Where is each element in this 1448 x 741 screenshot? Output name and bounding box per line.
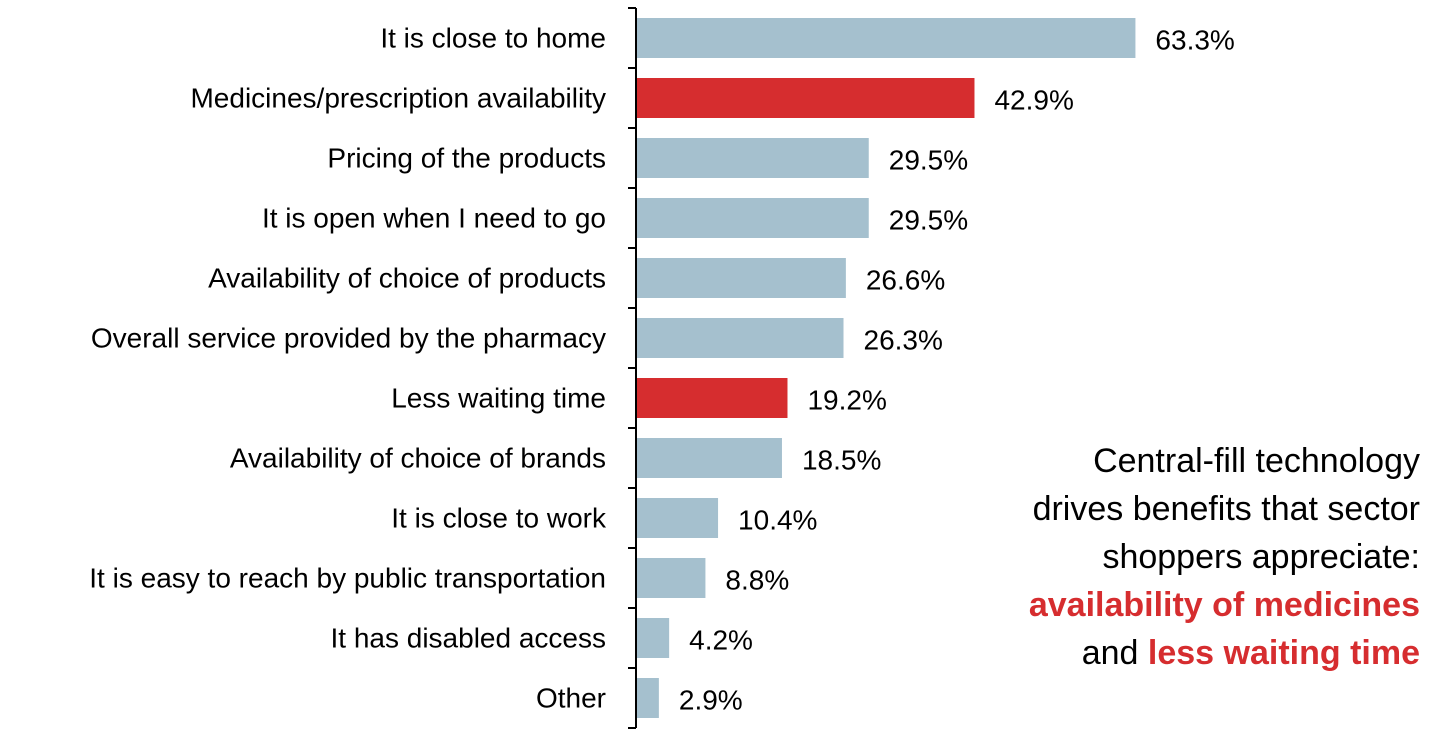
value-label-other: 2.9%	[679, 685, 743, 716]
category-label-it-is-open-when-i-need-to-go: It is open when I need to go	[262, 203, 606, 234]
bar-it-is-close-to-home	[636, 18, 1136, 58]
bar-availability-of-choice-of-products	[636, 258, 846, 298]
bar-it-is-close-to-work	[636, 498, 719, 538]
annotation-highlight-medicines: availability of medicines	[1028, 586, 1420, 624]
category-label-pricing-of-the-products: Pricing of the products	[327, 143, 606, 174]
bars-group	[636, 18, 1136, 718]
annotation-line-2: drives benefits that sector	[1032, 490, 1420, 528]
value-label-it-is-easy-to-reach-by-public-transportation: 8.8%	[725, 565, 789, 596]
value-label-pricing-of-the-products: 29.5%	[889, 145, 968, 176]
category-label-it-is-close-to-home: It is close to home	[380, 23, 606, 54]
value-label-it-is-open-when-i-need-to-go: 29.5%	[889, 205, 968, 236]
annotation-text: Central-fill technology drives benefits …	[950, 437, 1420, 677]
category-label-less-waiting-time: Less waiting time	[391, 383, 606, 414]
bar-pricing-of-the-products	[636, 138, 869, 178]
category-label-other: Other	[536, 683, 606, 714]
category-label-it-has-disabled-access: It has disabled access	[331, 623, 607, 654]
category-label-it-is-easy-to-reach-by-public-transportation: It is easy to reach by public transporta…	[89, 563, 606, 594]
category-label-it-is-close-to-work: It is close to work	[391, 503, 607, 534]
bar-other	[636, 678, 659, 718]
y-axis	[628, 7, 637, 729]
value-label-availability-of-choice-of-brands: 18.5%	[802, 445, 881, 476]
annotation-line-1: Central-fill technology	[1093, 442, 1420, 480]
value-label-medicines-prescription-availability: 42.9%	[994, 85, 1073, 116]
value-label-availability-of-choice-of-products: 26.6%	[866, 265, 945, 296]
bar-overall-service-provided-by-the-pharmacy	[636, 318, 844, 358]
category-label-availability-of-choice-of-brands: Availability of choice of brands	[230, 443, 606, 474]
value-label-less-waiting-time: 19.2%	[807, 385, 886, 416]
value-label-it-is-close-to-work: 10.4%	[738, 505, 817, 536]
value-label-it-has-disabled-access: 4.2%	[689, 625, 753, 656]
bar-it-has-disabled-access	[636, 618, 670, 658]
category-labels: It is close to home Medicines/prescriptio…	[89, 23, 607, 714]
annotation-highlight-waiting: less waiting time	[1147, 634, 1420, 672]
annotation-line-3: shoppers appreciate:	[1102, 538, 1420, 576]
value-label-overall-service-provided-by-the-pharmacy: 26.3%	[864, 325, 943, 356]
bar-less-waiting-time	[636, 378, 788, 418]
bar-medicines-prescription-availability	[636, 78, 975, 118]
category-label-medicines-prescription-availability: Medicines/prescription availability	[190, 83, 606, 114]
bar-it-is-easy-to-reach-by-public-transportation	[636, 558, 706, 598]
category-label-overall-service-provided-by-the-pharmacy: Overall service provided by the pharmacy	[91, 323, 606, 354]
bar-availability-of-choice-of-brands	[636, 438, 782, 478]
annotation-connector: and	[1081, 634, 1139, 672]
bar-it-is-open-when-i-need-to-go	[636, 198, 869, 238]
value-labels: 63.3% 42.9% 29.5% 29.5% 26.6% 26.3% 19.2% 18.5%…	[679, 25, 1235, 716]
category-label-availability-of-choice-of-products: Availability of choice of products	[208, 263, 606, 294]
value-label-it-is-close-to-home: 63.3%	[1155, 25, 1234, 56]
